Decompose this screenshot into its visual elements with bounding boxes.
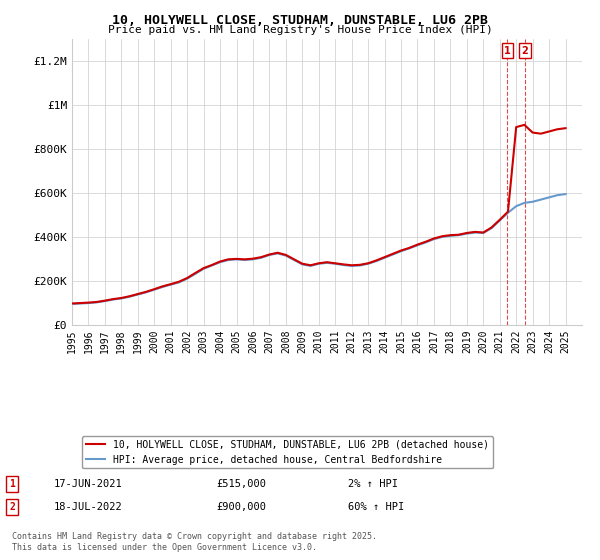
Text: 60% ↑ HPI: 60% ↑ HPI	[348, 502, 404, 512]
Text: £900,000: £900,000	[216, 502, 266, 512]
Text: 18-JUL-2022: 18-JUL-2022	[54, 502, 123, 512]
Text: Contains HM Land Registry data © Crown copyright and database right 2025.
This d: Contains HM Land Registry data © Crown c…	[12, 532, 377, 552]
Text: 2: 2	[9, 502, 15, 512]
Text: 1: 1	[9, 479, 15, 489]
Text: £515,000: £515,000	[216, 479, 266, 489]
Text: 10, HOLYWELL CLOSE, STUDHAM, DUNSTABLE, LU6 2PB: 10, HOLYWELL CLOSE, STUDHAM, DUNSTABLE, …	[112, 14, 488, 27]
Text: 17-JUN-2021: 17-JUN-2021	[54, 479, 123, 489]
Text: 1: 1	[504, 45, 511, 55]
Legend: 10, HOLYWELL CLOSE, STUDHAM, DUNSTABLE, LU6 2PB (detached house), HPI: Average p: 10, HOLYWELL CLOSE, STUDHAM, DUNSTABLE, …	[82, 436, 493, 469]
Text: 2: 2	[522, 45, 529, 55]
Text: 2% ↑ HPI: 2% ↑ HPI	[348, 479, 398, 489]
Text: Price paid vs. HM Land Registry's House Price Index (HPI): Price paid vs. HM Land Registry's House …	[107, 25, 493, 35]
